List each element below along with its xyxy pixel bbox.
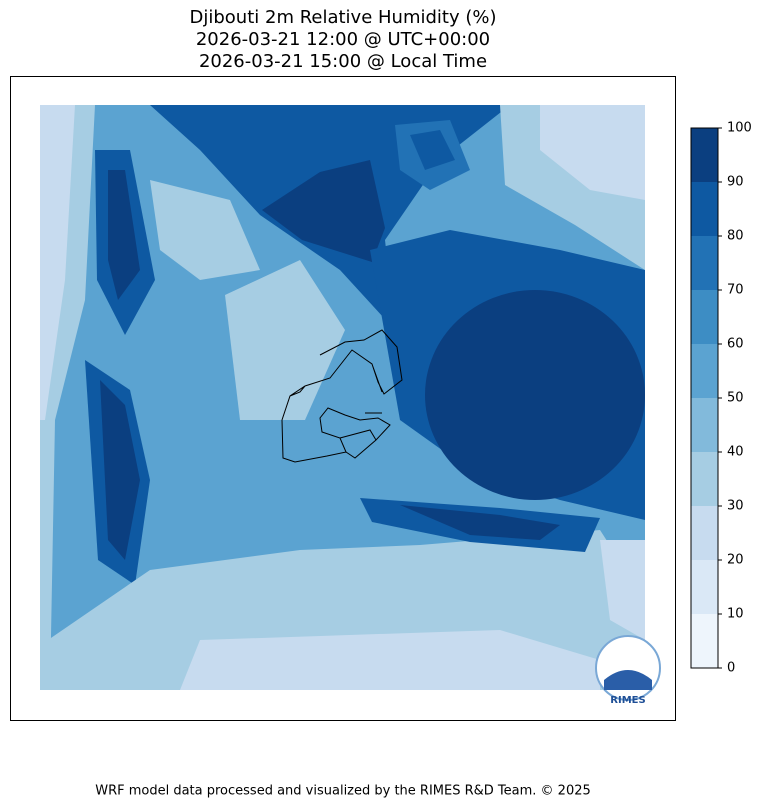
colorbar-bin [691, 506, 718, 560]
title-line: 2026-03-21 15:00 @ Local Time [199, 51, 487, 72]
logo-text: RIMES [610, 695, 645, 706]
map-field [40, 105, 645, 690]
colorbar-tick-label: 90 [727, 175, 744, 190]
colorbar-tick-label: 10 [727, 607, 744, 622]
colorbar-tick-label: 60 [727, 337, 744, 352]
colorbar-tick-label: 70 [727, 283, 744, 298]
colorbar-bin [691, 236, 718, 290]
colorbar-tick-label: 30 [727, 499, 744, 514]
colorbar-tick-label: 40 [727, 445, 744, 460]
colorbar-bin [691, 560, 718, 614]
colorbar-bin [691, 614, 718, 668]
colorbar-bin [691, 344, 718, 398]
colorbar: 0 10 20 30 40 50 60 70 80 90 100 [690, 121, 752, 676]
title-line: 2026-03-21 12:00 @ UTC+00:00 [196, 29, 490, 50]
colorbar-bin [691, 398, 718, 452]
colorbar-tick-label: 50 [727, 391, 744, 406]
colorbar-tick-label: 20 [727, 553, 744, 568]
colorbar-bin [691, 290, 718, 344]
colorbar-tick-label: 100 [727, 121, 752, 136]
colorbar-bin [691, 182, 718, 236]
logo: RIMES [595, 635, 661, 706]
colorbar-tick-label: 0 [727, 661, 735, 676]
colorbar-bin [691, 128, 718, 182]
colorbar-bin [691, 452, 718, 506]
footer: WRF model data processed and visualized … [95, 784, 591, 799]
title-line: Djibouti 2m Relative Humidity (%) [190, 7, 497, 28]
colorbar-tick-label: 80 [727, 229, 744, 244]
